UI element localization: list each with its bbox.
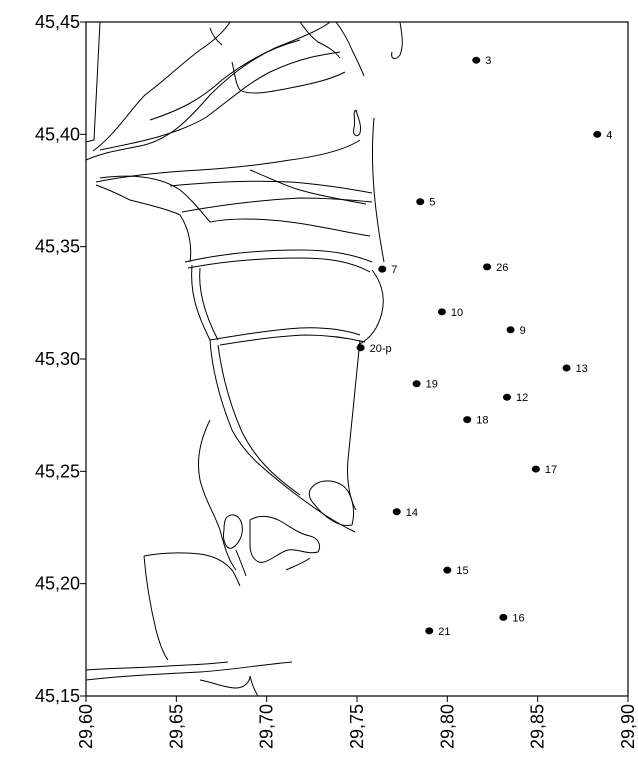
y-tick-label: 45,35 <box>35 237 80 257</box>
map-frame <box>85 21 629 697</box>
station-label: 16 <box>512 612 524 624</box>
station-marker <box>463 416 472 424</box>
y-tick-label: 45,25 <box>35 461 80 481</box>
station-marker <box>502 393 511 401</box>
station-label: 20-p <box>370 343 392 355</box>
y-tick-label: 45,15 <box>35 686 80 706</box>
station-marker <box>356 344 365 352</box>
station-label: 12 <box>516 392 528 404</box>
station-marker <box>378 265 387 273</box>
station-label: 26 <box>496 262 508 274</box>
station-marker <box>392 508 401 516</box>
coastline-drawing <box>85 21 403 697</box>
station-label: 18 <box>476 415 488 427</box>
station-label: 10 <box>451 307 463 319</box>
station-marker <box>506 326 515 334</box>
station-label: 13 <box>576 363 588 375</box>
x-tick-label: 29,60 <box>76 704 96 749</box>
station-marker <box>416 198 425 206</box>
station-label: 9 <box>520 325 526 337</box>
station-label: 5 <box>429 197 435 209</box>
x-tick-label: 29,75 <box>347 704 367 749</box>
station-marker <box>437 308 446 316</box>
station-marker <box>425 627 434 635</box>
station-label: 7 <box>391 264 397 276</box>
station-marker <box>531 465 540 473</box>
station-marker <box>499 613 508 621</box>
station-marker <box>443 566 452 574</box>
station-marker <box>472 56 481 64</box>
y-tick-label: 45,20 <box>35 574 80 594</box>
station-label: 3 <box>485 55 491 67</box>
station-marker <box>483 263 492 271</box>
station-label: 14 <box>406 507 418 519</box>
x-tick-label: 29,80 <box>437 704 457 749</box>
station-marker <box>412 380 421 388</box>
x-tick-label: 29,70 <box>257 704 277 749</box>
x-tick-label: 29,65 <box>166 704 186 749</box>
station-marker <box>562 364 571 372</box>
x-tick-label: 29,85 <box>528 704 548 749</box>
station-marker <box>593 130 602 138</box>
station-label: 17 <box>545 464 557 476</box>
station-layer: 3 4 5 7 26 10 9 20-p 13 19 12 18 17 14 15 16 21 <box>356 55 612 638</box>
axis-ticks: 45,45 45,40 45,35 45,30 45,25 45,20 45,1529,60… <box>35 12 638 749</box>
y-tick-label: 45,40 <box>35 124 80 144</box>
y-tick-label: 45,30 <box>35 349 80 369</box>
station-label: 15 <box>456 565 468 577</box>
x-tick-label: 29,90 <box>618 704 638 749</box>
station-label: 21 <box>438 626 450 638</box>
y-tick-label: 45,45 <box>35 12 80 32</box>
station-label: 4 <box>606 129 612 141</box>
station-label: 19 <box>426 379 438 391</box>
